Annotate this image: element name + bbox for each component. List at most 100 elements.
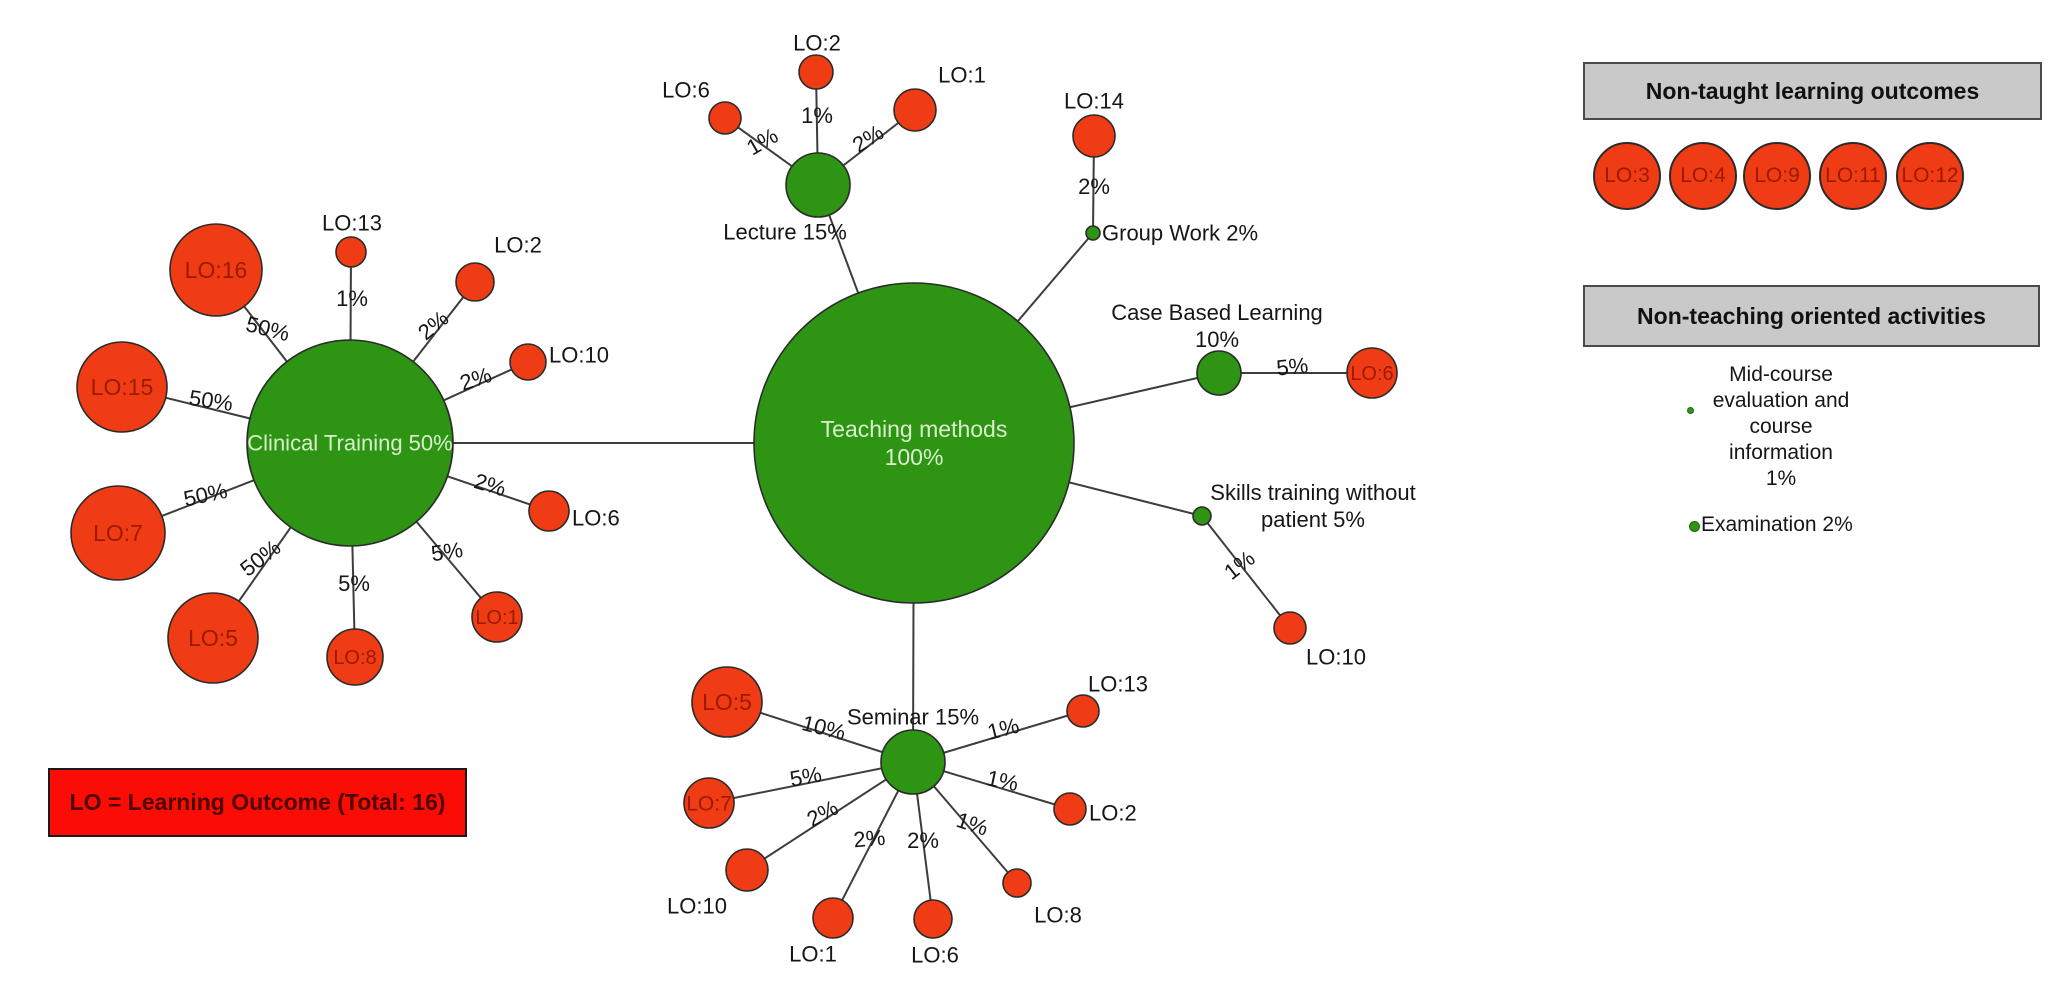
node-group-work bbox=[1085, 225, 1101, 241]
examination-label: Examination 2% bbox=[1701, 513, 1853, 536]
non-taught-outcome-lo3-label: LO:3 bbox=[1604, 164, 1650, 187]
edge-weight-label-7: 1% bbox=[336, 286, 368, 311]
node-label-sem-lo1: LO:1 bbox=[789, 942, 837, 967]
node-label-st-lo10: LO:10 bbox=[1306, 645, 1366, 670]
node-ct-lo7 bbox=[70, 485, 166, 581]
edge-weight-label-10: 50% bbox=[187, 385, 234, 416]
edge-weight-label-24: 2% bbox=[803, 795, 843, 832]
node-sem-lo2 bbox=[1053, 792, 1087, 826]
node-lec-lo2 bbox=[798, 54, 834, 90]
node-teaching-methods bbox=[753, 282, 1075, 604]
edge-weight-label-28: 1% bbox=[984, 765, 1020, 796]
node-sem-lo6 bbox=[913, 899, 953, 939]
node-label-sem-lo2: LO:2 bbox=[1089, 801, 1137, 826]
node-sem-lo7 bbox=[683, 777, 735, 829]
edge-weight-label-27: 1% bbox=[953, 807, 991, 841]
edge-24 bbox=[746, 761, 914, 871]
node-label-ct-lo5: LO:5 bbox=[188, 625, 238, 651]
node-seminar bbox=[880, 729, 946, 795]
node-label-ct-lo1: LO:1 bbox=[475, 607, 518, 629]
edge-weight-label-23: 5% bbox=[788, 762, 824, 792]
node-ct-lo2 bbox=[455, 262, 495, 302]
edge-23 bbox=[708, 761, 914, 804]
node-ct-lo5 bbox=[167, 592, 259, 684]
edge-weight-label-25: 2% bbox=[852, 825, 886, 853]
node-label-sem-lo5: LO:5 bbox=[702, 689, 752, 715]
mid-course-line-2: evaluation and bbox=[1712, 389, 1850, 412]
node-label-group-work: Group Work 2% bbox=[1102, 221, 1258, 246]
node-label-lecture: Lecture 15% bbox=[723, 220, 847, 245]
mid-course-line-1: Mid-course bbox=[1729, 363, 1833, 386]
node-sem-lo10 bbox=[725, 848, 769, 892]
node-skills-training-without-patient bbox=[1192, 506, 1212, 526]
non-taught-outcome-lo9-label: LO:9 bbox=[1754, 164, 1800, 187]
node-label-ct-lo2: LO:2 bbox=[494, 233, 542, 258]
node-ct-lo16 bbox=[169, 223, 263, 317]
node-label-sem-lo13: LO:13 bbox=[1088, 672, 1148, 697]
edge-weight-label-8: 2% bbox=[413, 305, 453, 345]
non-taught-outcome-lo4-label: LO:4 bbox=[1680, 164, 1726, 187]
non-taught-outcome-lo11: LO:11 bbox=[1819, 142, 1887, 210]
node-ct-lo15 bbox=[76, 341, 168, 433]
node-label-sem-lo8: LO:8 bbox=[1034, 903, 1082, 928]
non-teaching-activities-header: Non-teaching oriented activities bbox=[1583, 285, 2040, 347]
edge-weight-label-6: 50% bbox=[243, 311, 292, 346]
edge-21 bbox=[1201, 515, 1291, 629]
node-label-ct-lo10: LO:10 bbox=[549, 343, 609, 368]
node-label-ct-lo16: LO:16 bbox=[185, 257, 248, 283]
node-st-lo10 bbox=[1273, 611, 1307, 645]
edge-weight-label-22: 10% bbox=[799, 710, 848, 745]
mid-course-evaluation-label: Mid-course evaluation and course informa… bbox=[1695, 362, 1867, 492]
node-case-based-learning bbox=[1196, 350, 1242, 396]
node-label-lec-lo2: LO:2 bbox=[793, 31, 841, 56]
node-sem-lo5 bbox=[691, 666, 763, 738]
edge-weight-label-18: 2% bbox=[848, 120, 888, 158]
node-label-cbl-lo6: LO:6 bbox=[1350, 363, 1393, 385]
node-label-ct-lo15: LO:15 bbox=[91, 374, 154, 400]
node-ct-lo6 bbox=[528, 490, 570, 532]
edge-weight-label-26: 2% bbox=[907, 828, 939, 853]
node-ct-lo13 bbox=[335, 236, 367, 268]
legend-box: LO = Learning Outcome (Total: 16) bbox=[48, 768, 467, 837]
node-lec-lo1 bbox=[893, 88, 937, 132]
node-sem-lo1 bbox=[812, 897, 854, 939]
non-taught-outcome-lo12: LO:12 bbox=[1896, 142, 1964, 210]
non-taught-outcome-lo11-label: LO:11 bbox=[1825, 164, 1881, 187]
node-clinical-training bbox=[246, 339, 454, 547]
node-label-seminar: Seminar 15% bbox=[847, 705, 979, 730]
node-ct-lo8 bbox=[326, 628, 384, 686]
node-label-sem-lo10: LO:10 bbox=[667, 894, 727, 919]
node-ct-lo1 bbox=[471, 591, 523, 643]
node-ct-lo10 bbox=[509, 343, 547, 381]
non-teaching-activities-header-label: Non-teaching oriented activities bbox=[1637, 302, 1986, 329]
node-label-lec-lo6: LO:6 bbox=[662, 78, 710, 103]
edge-weight-label-13: 5% bbox=[429, 537, 464, 566]
node-lecture bbox=[785, 152, 851, 218]
node-lec-lo6 bbox=[708, 101, 742, 135]
mid-course-evaluation-dot-icon bbox=[1687, 407, 1694, 414]
non-taught-outcomes-header: Non-taught learning outcomes bbox=[1583, 62, 2042, 120]
nodes-layer bbox=[70, 54, 1398, 939]
examination-dot-icon bbox=[1689, 521, 1700, 532]
node-label-ct-lo6: LO:6 bbox=[572, 506, 620, 531]
node-label-case-based-learning: Case Based Learning 10% bbox=[1111, 300, 1323, 352]
non-taught-outcome-lo12-label: LO:12 bbox=[1901, 164, 1959, 187]
node-label-clinical-training: Clinical Training 50% bbox=[247, 431, 452, 456]
node-label-ct-lo8: LO:8 bbox=[333, 647, 376, 669]
edge-weight-label-17: 1% bbox=[801, 103, 833, 128]
edge-weight-label-19: 2% bbox=[1078, 174, 1110, 199]
non-taught-outcome-lo3: LO:3 bbox=[1593, 142, 1661, 210]
node-gw-lo14 bbox=[1072, 114, 1116, 158]
non-taught-outcome-lo9: LO:9 bbox=[1743, 142, 1811, 210]
node-label-sem-lo7: LO:7 bbox=[686, 792, 732, 815]
node-label-sem-lo6: LO:6 bbox=[911, 943, 959, 968]
node-label-ct-lo13: LO:13 bbox=[322, 211, 382, 236]
node-cbl-lo6 bbox=[1346, 347, 1398, 399]
edge-weight-label-29: 1% bbox=[985, 713, 1022, 745]
node-label-lec-lo1: LO:1 bbox=[938, 63, 986, 88]
node-label-gw-lo14: LO:14 bbox=[1064, 89, 1124, 114]
edge-weight-label-9: 2% bbox=[457, 362, 495, 396]
non-taught-outcome-lo4: LO:4 bbox=[1669, 142, 1737, 210]
